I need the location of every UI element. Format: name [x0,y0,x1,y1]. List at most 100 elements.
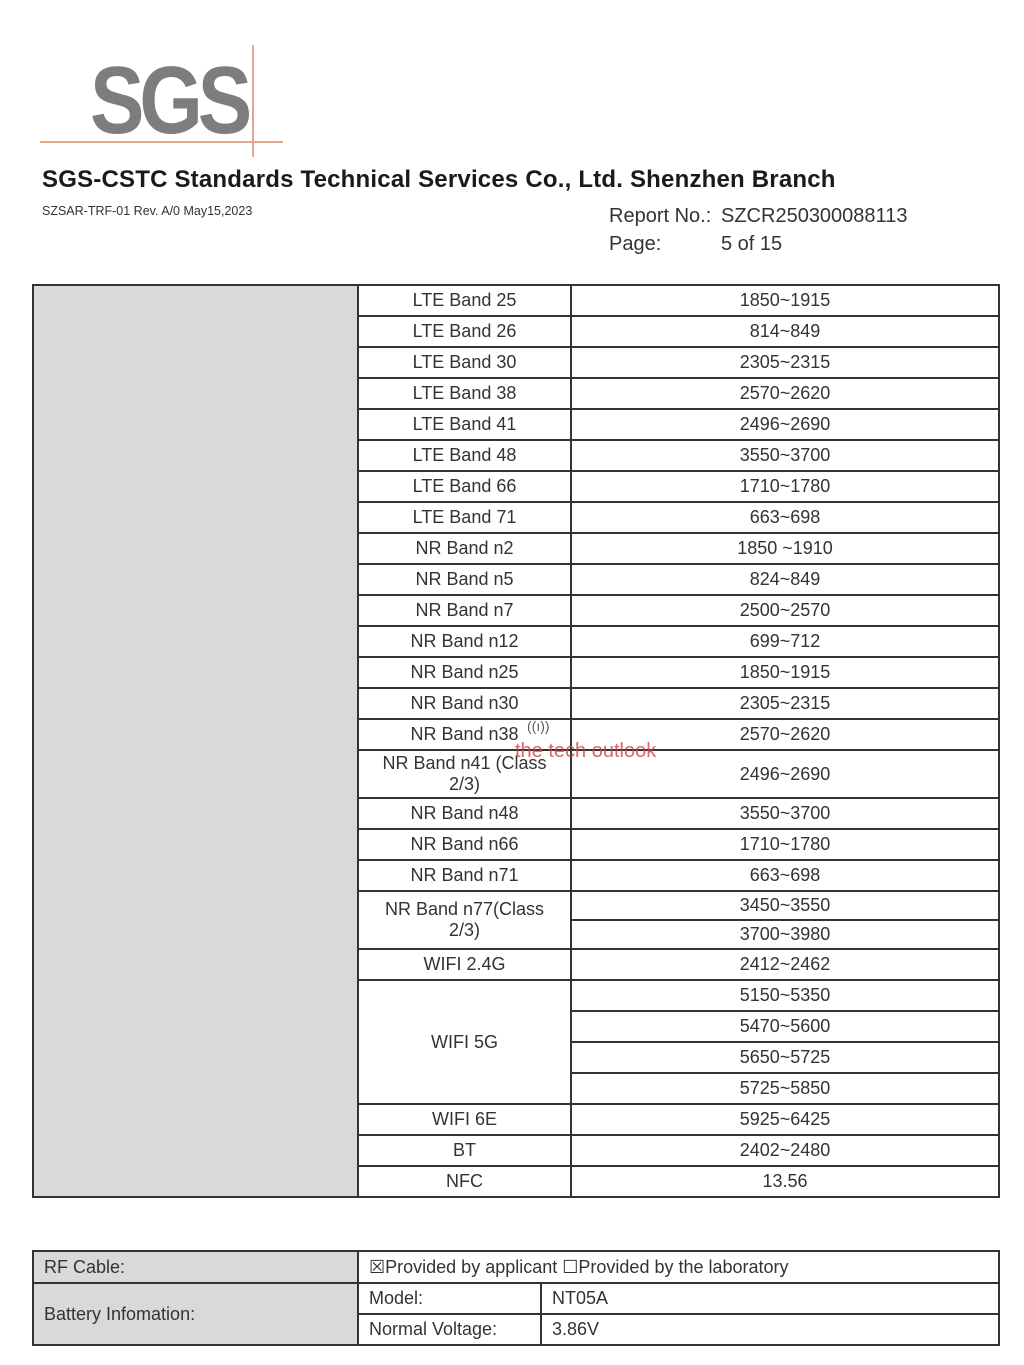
band-name: NR Band n71 [357,859,572,892]
frequency-range: 2570~2620 [570,377,1000,410]
report-info: Report No.: SZCR250300088113 Page: 5 of 15 [609,202,907,258]
band-row: NR Band n2 1850 ~1910 [33,532,1000,565]
band-name: BT [357,1134,572,1167]
frequency-range: 2496~2690 [570,749,1000,799]
band-name: NR Band n30 [357,687,572,720]
option-applicant: Provided by applicant [385,1256,558,1277]
category-cell [32,284,359,1198]
frequency-range: 2570~2620 [570,718,1000,751]
sgs-logo: SGS [40,45,285,160]
frequency-range: 1850 ~1910 [570,532,1000,565]
band-row: NR Band n41 (Class 2/3) 2496~2690 [33,749,1000,799]
band-name: LTE Band 38 [357,377,572,410]
frequency-band-table: LTE Band 25 1850~1915 LTE Band 26 814~849 LT… [32,284,1000,1198]
form-reference: SZSAR-TRF-01 Rev. A/0 May15,2023 [42,204,253,218]
band-name: NR Band n2 [357,532,572,565]
band-row: LTE Band 25 1850~1915 [32,284,1000,1198]
option-laboratory: Provided by the laboratory [578,1256,789,1277]
rf-cable-label: RF Cable: [32,1250,359,1284]
band-row: NR Band n25 1850~1915 [33,656,1000,689]
frequency-range: 13.56 [570,1165,1000,1198]
band-row: WIFI 6E 5925~6425 [33,1103,1000,1136]
band-name: LTE Band 66 [357,470,572,503]
band-name: NR Band n41 (Class 2/3) [357,749,572,799]
model-label: Model: [357,1282,542,1315]
info-table: RF Cable: ☒Provided by applicant ☐Provid… [32,1250,1000,1346]
logo-text: SGS [90,47,252,154]
rf-cable-row: RF Cable: ☒Provided by applicant ☐Provid… [32,1250,1000,1284]
rf-cable-options: ☒Provided by applicant ☐Provided by the … [357,1250,1000,1284]
checkbox-checked-icon[interactable]: ☒ [369,1256,386,1277]
report-no: SZCR250300088113 [721,205,908,227]
battery-row: Normal Voltage: 3.86V [33,1313,1000,1346]
band-name: NR Band n48 [357,797,572,830]
band-row: NFC 13.56 [33,1165,1000,1198]
band-name: NR Band n77(Class 2/3) [357,890,572,950]
frequency-range: 2305~2315 [570,687,1000,720]
band-row: 5470~5600 [33,1010,1000,1043]
checkbox-unchecked-icon[interactable]: ☐ [562,1256,579,1277]
frequency-range: 3700~3980 [570,919,1000,950]
band-row: NR Band n5 824~849 [33,563,1000,596]
voltage-value: 3.86V [540,1313,1000,1346]
band-row: NR Band n71 663~698 [33,859,1000,892]
frequency-range: 2496~2690 [570,408,1000,441]
frequency-range: 824~849 [570,563,1000,596]
band-row: 3700~3980 [33,919,1000,950]
antenna-icon: ((ı)) [527,718,550,734]
band-row: 5725~5850 [33,1072,1000,1105]
band-row: LTE Band 30 2305~2315 [33,346,1000,379]
frequency-range: 1710~1780 [570,470,1000,503]
band-row: NR Band n30 2305~2315 [33,687,1000,720]
frequency-range: 663~698 [570,501,1000,534]
band-row: NR Band n7 2500~2570 [33,594,1000,627]
band-name: NR Band n5 [357,563,572,596]
band-row: NR Band n48 3550~3700 [33,797,1000,830]
band-name: LTE Band 30 [357,346,572,379]
band-row: LTE Band 71 663~698 [33,501,1000,534]
band-row: 5650~5725 [33,1041,1000,1074]
page-number: 5 of 15 [721,233,783,255]
band-name: NR Band n25 [357,656,572,689]
frequency-range: 5150~5350 [570,979,1000,1012]
battery-row: Battery Infomation: Model: NT05A [32,1282,1000,1346]
band-row: WIFI 5G 5150~5350 [33,979,1000,1105]
frequency-range: 2500~2570 [570,594,1000,627]
band-row: NR Band n12 699~712 [33,625,1000,658]
frequency-range: 663~698 [570,859,1000,892]
band-name: LTE Band 26 [357,315,572,348]
band-name: WIFI 2.4G [357,948,572,981]
battery-label: Battery Infomation: [32,1282,359,1346]
band-row: NR Band n66 1710~1780 [33,828,1000,861]
frequency-range: 2412~2462 [570,948,1000,981]
report-no-label: Report No.: [609,205,712,227]
band-name: NR Band n38 [357,718,572,751]
frequency-range: 3550~3700 [570,439,1000,472]
band-row: LTE Band 26 814~849 [33,315,1000,348]
band-row: WIFI 2.4G 2412~2462 [33,948,1000,981]
band-row: NR Band n38 2570~2620 [33,718,1000,751]
band-name: WIFI 6E [357,1103,572,1136]
band-name: NR Band n66 [357,828,572,861]
frequency-range: 1850~1915 [570,284,1000,317]
band-row: LTE Band 41 2496~2690 [33,408,1000,441]
frequency-range: 1710~1780 [570,828,1000,861]
band-name: LTE Band 71 [357,501,572,534]
page-label: Page: [609,233,662,255]
company-name: SGS-CSTC Standards Technical Services Co… [42,166,836,193]
frequency-range: 5470~5600 [570,1010,1000,1043]
model-value: NT05A [540,1282,1000,1315]
frequency-range: 3550~3700 [570,797,1000,830]
frequency-range: 814~849 [570,315,1000,348]
frequency-range: 699~712 [570,625,1000,658]
voltage-label: Normal Voltage: [357,1313,542,1346]
band-name: LTE Band 48 [357,439,572,472]
frequency-range: 1850~1915 [570,656,1000,689]
band-name: NR Band n12 [357,625,572,658]
frequency-range: 2305~2315 [570,346,1000,379]
frequency-range: 2402~2480 [570,1134,1000,1167]
frequency-range: 5725~5850 [570,1072,1000,1105]
frequency-range: 5650~5725 [570,1041,1000,1074]
band-name: LTE Band 41 [357,408,572,441]
band-row: LTE Band 38 2570~2620 [33,377,1000,410]
